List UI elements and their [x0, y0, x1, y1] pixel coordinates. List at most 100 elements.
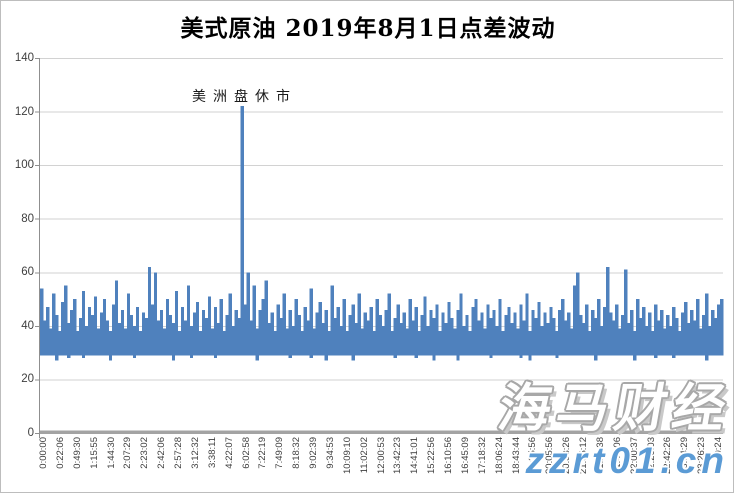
spread-column — [120, 309, 125, 356]
spread-column — [528, 331, 532, 361]
spread-column — [519, 304, 523, 358]
spread-column — [405, 328, 409, 356]
spread-column — [165, 299, 170, 356]
spread-column — [186, 285, 191, 356]
x-tick-label: 1:44:30 — [105, 437, 117, 469]
spread-column — [177, 331, 182, 356]
y-tick-label: 0 — [27, 427, 34, 439]
spread-column — [555, 331, 559, 358]
spread-column — [111, 304, 116, 356]
spread-column — [183, 320, 188, 356]
spread-column — [168, 315, 173, 356]
y-tick-label: 40 — [21, 319, 34, 332]
spread-column — [441, 312, 445, 356]
spread-column — [261, 299, 265, 356]
y-tick-label: 100 — [14, 159, 34, 172]
x-tick-label: 0:49:30 — [71, 437, 83, 469]
spread-column — [330, 285, 334, 356]
x-axis-line — [39, 430, 723, 434]
spread-column — [297, 315, 301, 356]
spread-column — [225, 315, 230, 356]
spread-column — [702, 315, 706, 356]
spread-column — [549, 307, 553, 356]
spread-column — [588, 331, 592, 356]
spread-column — [393, 317, 397, 358]
spread-column — [429, 309, 433, 356]
spread-column — [99, 312, 104, 356]
spread-column — [339, 325, 343, 356]
spread-column — [174, 291, 179, 356]
spread-column — [387, 293, 391, 356]
spread-column — [636, 299, 640, 356]
spread-column — [498, 299, 502, 356]
spread-column — [495, 325, 499, 356]
spread-column — [234, 309, 239, 356]
spread-column — [423, 296, 427, 356]
spread-column — [324, 309, 328, 361]
spread-column — [552, 317, 556, 356]
spread-column — [384, 309, 388, 356]
spread-column — [93, 296, 98, 356]
spread-column — [333, 317, 337, 356]
spread-column — [669, 325, 673, 356]
spread-column — [516, 328, 520, 356]
spread-column — [537, 301, 541, 356]
spread-column — [600, 325, 604, 356]
spread-column — [348, 315, 352, 356]
spread-column — [141, 312, 146, 356]
spread-column — [366, 320, 370, 356]
spread-column — [153, 272, 158, 356]
spread-column — [513, 312, 517, 356]
spread-column — [312, 328, 316, 356]
spread-column — [87, 307, 92, 356]
spread-column — [594, 317, 598, 361]
spread-column — [249, 320, 253, 356]
spread-column — [639, 317, 643, 356]
spread-column — [378, 315, 382, 356]
spread-column — [306, 320, 310, 356]
spread-column — [717, 304, 721, 356]
spread-column — [690, 309, 694, 356]
spread-column — [645, 325, 649, 356]
spread-column — [240, 106, 245, 356]
spread-column — [531, 309, 535, 356]
spread-column — [48, 328, 53, 356]
spread-column — [678, 331, 682, 356]
spread-column — [672, 307, 676, 358]
spread-column — [561, 299, 565, 356]
spread-column — [192, 312, 197, 356]
spread-column — [687, 323, 691, 356]
spread-column — [216, 323, 221, 356]
x-tick-label: 1:15:55 — [88, 437, 100, 469]
spread-column — [282, 293, 286, 356]
spread-column — [237, 317, 242, 356]
spread-column — [684, 301, 688, 356]
spread-column — [630, 309, 634, 356]
spread-column — [60, 301, 65, 356]
spread-column — [504, 315, 508, 356]
spread-column — [654, 304, 658, 358]
spread-column — [390, 331, 394, 356]
spread-column — [480, 312, 484, 356]
spread-column — [318, 301, 322, 356]
spread-column — [603, 307, 607, 356]
spread-column — [132, 325, 137, 358]
spread-column — [615, 304, 619, 356]
x-tick-label: 8:18:32 — [291, 437, 303, 469]
x-tick-label: 2:57:28 — [173, 437, 184, 469]
spread-column — [546, 323, 550, 356]
spread-column — [336, 307, 340, 356]
spread-column — [204, 317, 209, 356]
spread-column — [609, 312, 613, 356]
spread-column — [648, 312, 652, 356]
spread-column — [579, 315, 583, 356]
spread-column — [720, 299, 724, 356]
x-tick-label: 9:34:53 — [324, 437, 336, 469]
spread-column — [231, 325, 236, 356]
spread-column — [228, 293, 233, 356]
spread-column — [465, 315, 469, 356]
x-tick-label: 17:18:32 — [476, 437, 488, 474]
spread-column — [576, 272, 580, 356]
spread-column — [510, 323, 514, 356]
